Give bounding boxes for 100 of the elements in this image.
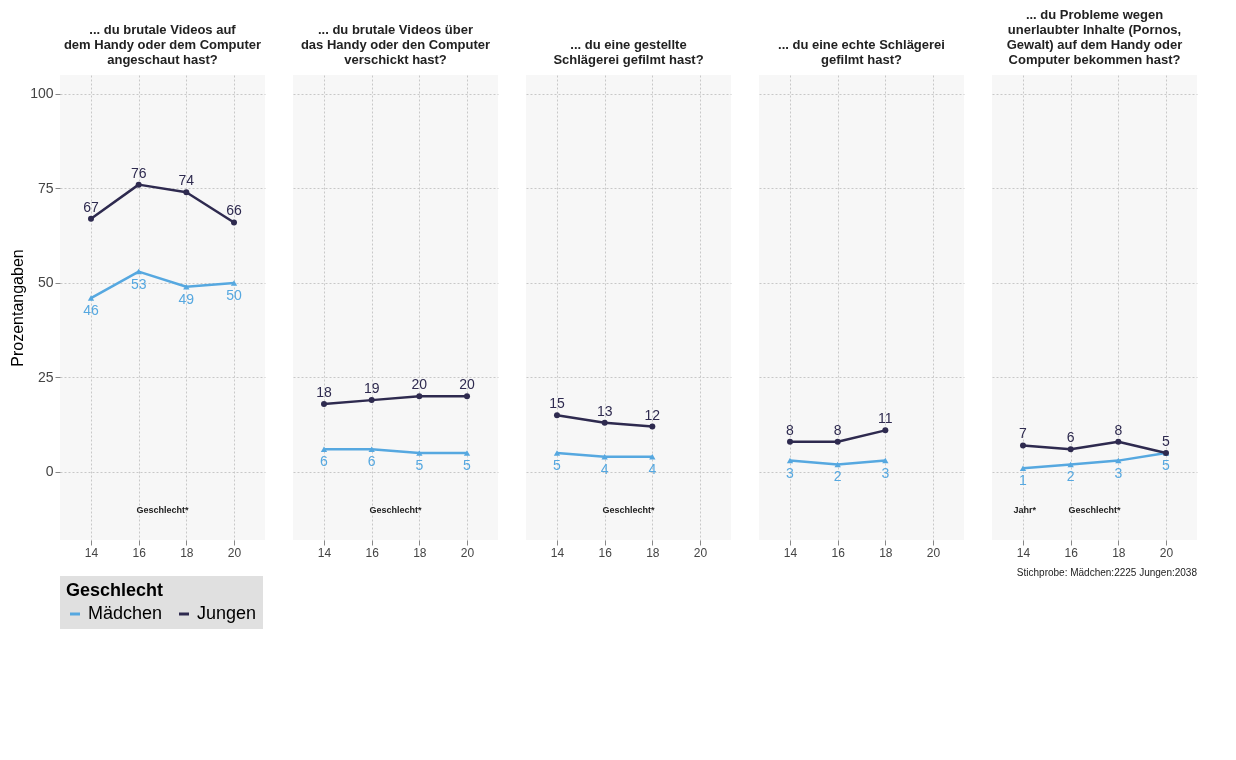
point xyxy=(320,400,327,407)
data-label: 2 xyxy=(1066,468,1075,485)
data-label: 6 xyxy=(320,453,329,470)
point xyxy=(882,427,889,434)
data-label: 7 xyxy=(1019,425,1028,442)
data-label: 11 xyxy=(878,410,893,427)
chart-title: ... du brutale Videos über das Handy oder den Computer verschickt hast? xyxy=(300,22,491,67)
x-tick-label: 20 xyxy=(1159,545,1174,560)
point xyxy=(601,454,608,460)
x-tick-label: 16 xyxy=(132,545,147,560)
chart-title: ... du eine echte Schlägerei gefilmt hast? xyxy=(778,37,945,67)
annotation: Jahr* xyxy=(1013,504,1037,515)
point xyxy=(649,423,656,430)
data-label: 5 xyxy=(463,457,472,474)
data-label: 4 xyxy=(648,460,657,477)
x-tick-label: 20 xyxy=(227,545,242,560)
point xyxy=(230,280,238,286)
y-tick-label: 75 xyxy=(37,179,54,196)
data-label: 20 xyxy=(459,376,476,393)
point xyxy=(1067,461,1074,468)
point xyxy=(320,446,328,453)
data-label: 18 xyxy=(316,383,332,400)
x-tick-label: 18 xyxy=(1112,545,1126,560)
data-label: 6 xyxy=(367,453,376,470)
x-tick-label: 20 xyxy=(693,545,708,560)
data-label: 76 xyxy=(130,164,147,181)
point xyxy=(601,419,608,426)
x-tick-label: 20 xyxy=(460,545,475,560)
point xyxy=(553,412,560,419)
data-label: 6 xyxy=(1066,429,1075,446)
chart-title: ... du brutale Videos auf dem Handy oder dem Computer angeschaut hast? xyxy=(63,22,262,67)
x-tick-label: 18 xyxy=(646,545,660,560)
point xyxy=(1019,442,1026,449)
annotation: Geschlecht* xyxy=(136,504,189,515)
annotation: Geschlecht* xyxy=(602,504,655,515)
legend-label: Mädchen xyxy=(88,603,163,623)
data-label: 3 xyxy=(881,464,890,481)
chart-title: ... du Probleme wegen unerlaubter Inhalte (Pornos, Gewalt) auf dem Handy oder Computer bekommen hast? xyxy=(1006,7,1183,67)
annotation: Geschlecht* xyxy=(1068,504,1121,515)
data-label: 5 xyxy=(415,457,424,474)
data-label: 5 xyxy=(1162,457,1171,474)
x-tick-label: 14 xyxy=(783,545,798,560)
data-label: 74 xyxy=(178,172,195,189)
point xyxy=(135,181,142,188)
point xyxy=(416,450,423,456)
legend-label: Jungen xyxy=(197,603,257,623)
point xyxy=(1115,438,1122,445)
y-tick-label: 50 xyxy=(37,274,54,291)
x-tick-label: 18 xyxy=(180,545,194,560)
point xyxy=(786,438,793,445)
x-tick-label: 18 xyxy=(413,545,427,560)
data-label: 8 xyxy=(786,421,795,438)
text: Stichprobe: Mädchen:2225 Jungen:2038 xyxy=(1016,567,1198,578)
data-label: 20 xyxy=(411,376,428,393)
point xyxy=(87,295,95,301)
y-axis-title: Prozentangaben xyxy=(9,249,27,367)
point xyxy=(1067,446,1074,453)
x-tick-label: 18 xyxy=(879,545,893,560)
data-label: 1 xyxy=(1019,472,1028,489)
x-tick-label: 14 xyxy=(550,545,565,560)
point xyxy=(464,393,471,400)
data-label: 2 xyxy=(833,468,842,485)
data-label: 5 xyxy=(553,457,562,474)
point xyxy=(553,450,561,456)
point xyxy=(368,446,375,453)
x-tick-label: 16 xyxy=(831,545,846,560)
data-label: 5 xyxy=(1162,433,1171,450)
point xyxy=(231,219,238,226)
x-tick-label: 20 xyxy=(926,545,941,560)
data-label: 4 xyxy=(600,460,609,477)
point xyxy=(1019,465,1027,471)
data-label: 8 xyxy=(833,421,842,438)
point xyxy=(368,397,375,404)
data-label: 67 xyxy=(83,198,99,215)
x-tick-label: 16 xyxy=(1064,545,1079,560)
data-label: 53 xyxy=(130,275,147,292)
data-label: 46 xyxy=(83,302,99,319)
data-label: 50 xyxy=(226,286,243,303)
x-tick-label: 16 xyxy=(365,545,380,560)
data-label: 49 xyxy=(178,290,195,307)
point xyxy=(463,450,471,456)
point xyxy=(834,438,841,445)
x-tick-label: 14 xyxy=(1016,545,1031,560)
data-label: 12 xyxy=(644,406,661,423)
annotation: Geschlecht* xyxy=(369,504,422,515)
data-label: 3 xyxy=(786,464,795,481)
data-label: 3 xyxy=(1114,464,1123,481)
point xyxy=(416,393,423,400)
x-tick-label: 16 xyxy=(598,545,613,560)
data-label: 8 xyxy=(1114,421,1123,438)
point xyxy=(87,215,94,222)
point xyxy=(183,189,190,196)
y-tick-label: 0 xyxy=(45,463,54,480)
data-label: 15 xyxy=(549,395,565,412)
data-label: 13 xyxy=(596,402,613,419)
y-tick-label: 100 xyxy=(30,85,54,102)
chart-title: ... du eine gestellte Schlägerei gefilmt hast? xyxy=(553,37,704,67)
data-label: 19 xyxy=(363,380,380,397)
point xyxy=(649,454,656,460)
y-tick-label: 25 xyxy=(37,368,54,385)
